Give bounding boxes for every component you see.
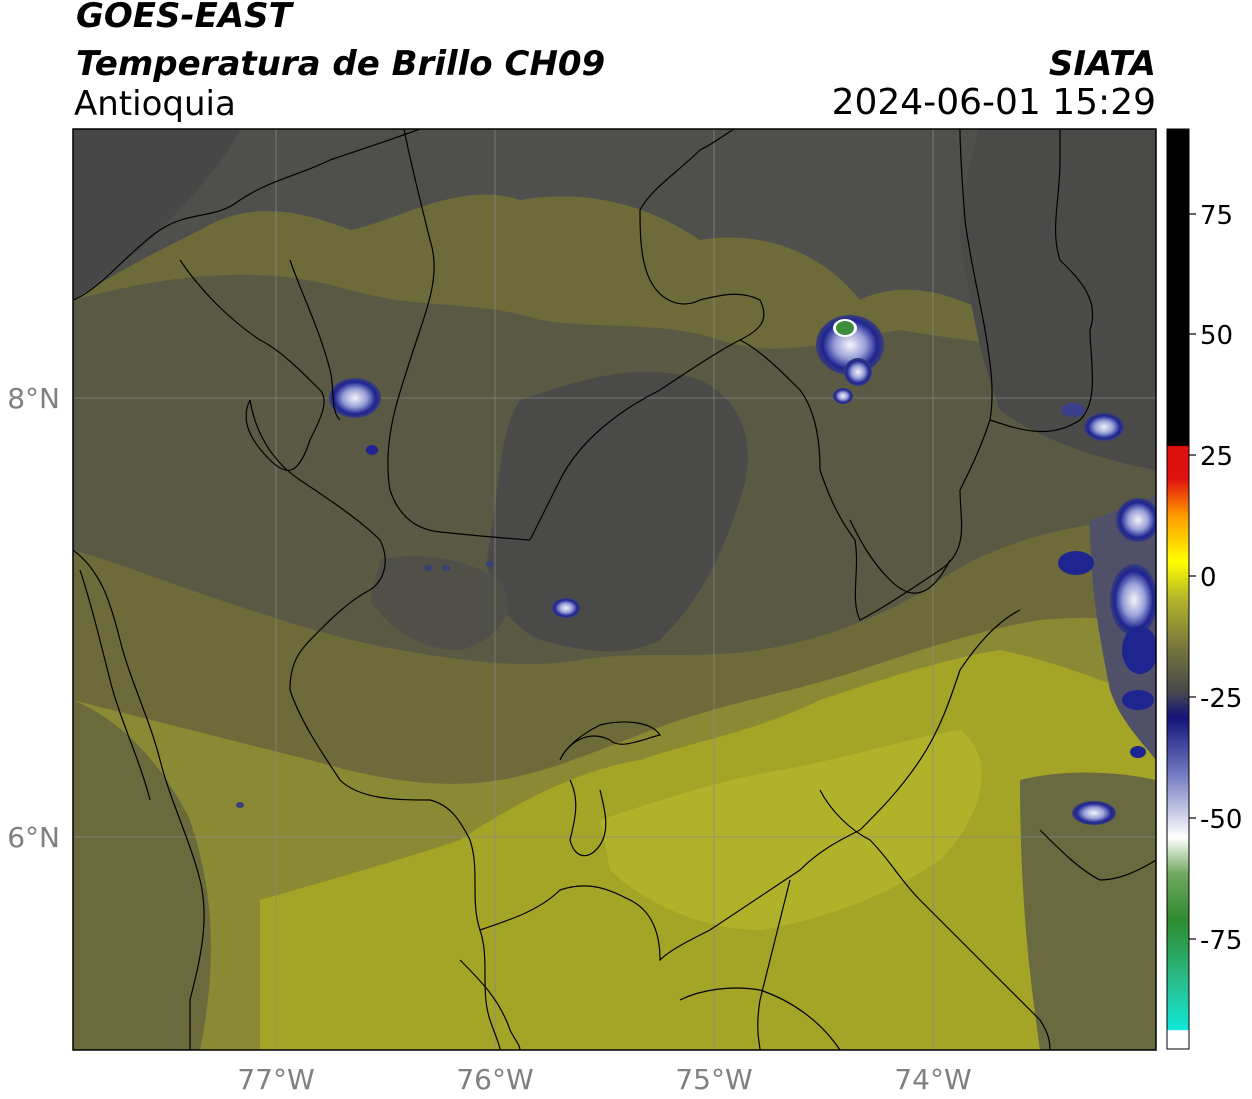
organization-label: SIATA: [1048, 44, 1156, 84]
lon-label-75w: 75°W: [675, 1063, 752, 1096]
colorbar-tick-neg50: -50: [1200, 805, 1242, 835]
lon-labels: 77°W 76°W 75°W 74°W: [237, 1063, 971, 1096]
colorbar-tick-75: 75: [1200, 201, 1233, 231]
region-label: Antioquia: [74, 84, 236, 124]
administrative-borders: [73, 129, 1156, 1050]
datetime-label: 2024-06-01 15:29: [831, 82, 1156, 123]
colorbar-tick-25: 25: [1200, 442, 1233, 472]
colorbar-tick-0: 0: [1200, 563, 1217, 593]
lat-label-6n: 6°N: [7, 821, 60, 854]
colorbar-tick-neg25: -25: [1200, 684, 1242, 714]
product-title: Temperatura de Brillo CH09: [76, 44, 606, 84]
graticule: [73, 129, 1156, 1050]
lat-label-8n: 8°N: [7, 382, 60, 415]
lon-label-77w: 77°W: [237, 1063, 314, 1096]
lon-label-74w: 74°W: [894, 1063, 971, 1096]
lon-label-76w: 76°W: [456, 1063, 533, 1096]
colorbar-tick-50: 50: [1200, 321, 1233, 351]
colorbar-scale: [1166, 128, 1190, 1050]
colorbar: 75 50 25 0 -25 -50 -75: [1166, 128, 1242, 1050]
storm-cells: [236, 315, 1156, 825]
map-frame: [72, 128, 1157, 1051]
lat-labels: 8°N 6°N: [7, 382, 60, 854]
colorbar-ticks: [1189, 213, 1196, 940]
colorbar-labels: 75 50 25 0 -25 -50 -75: [1200, 201, 1242, 956]
brightness-temperature-field: [73, 129, 1156, 1050]
satellite-title: GOES-EAST: [76, 0, 292, 36]
colorbar-tick-neg75: -75: [1200, 926, 1242, 956]
